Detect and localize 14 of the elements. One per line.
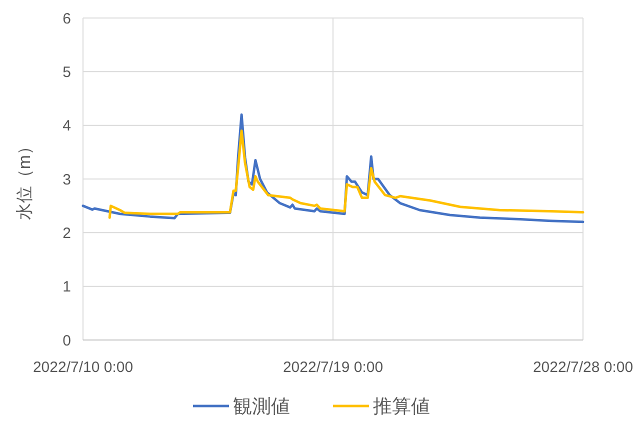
y-axis-title: 水位（m） <box>15 138 34 220</box>
y-tick-label: 6 <box>62 10 71 28</box>
line-series <box>108 129 584 219</box>
y-tick-label: 3 <box>62 171 71 188</box>
legend-label: 推算値 <box>373 396 430 418</box>
y-tick-label: 5 <box>62 64 71 81</box>
x-tick-label: 2022/7/10 0:00 <box>32 359 134 376</box>
x-tick-label: 2022/7/28 0:00 <box>532 359 634 376</box>
x-tick-label: 2022/7/19 0:00 <box>282 359 384 376</box>
y-tick-label: 0 <box>62 332 71 350</box>
y-tick-label: 4 <box>62 118 71 135</box>
y-tick-label: 2 <box>62 224 71 242</box>
legend-label: 観測値 <box>233 396 290 418</box>
y-tick-label: 1 <box>62 278 71 296</box>
